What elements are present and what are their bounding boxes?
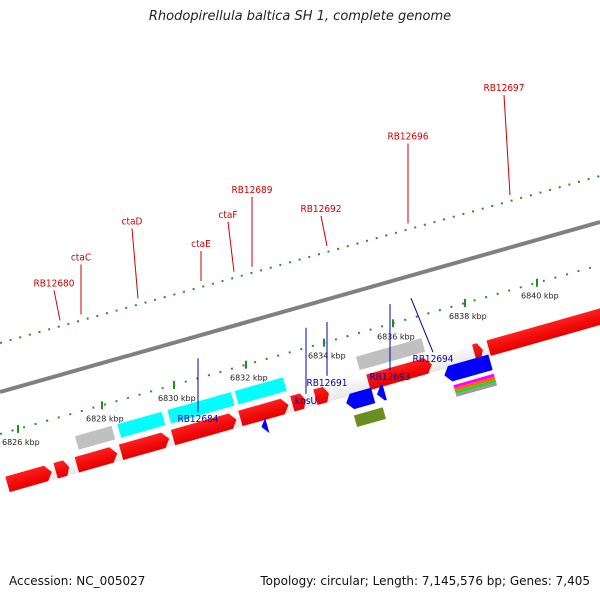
forward-secondary-track bbox=[74, 338, 426, 450]
gene-label[interactable]: RB12697 bbox=[483, 83, 524, 94]
gene-label[interactable]: ctaE bbox=[191, 239, 211, 250]
reverse-cds-track bbox=[259, 354, 498, 435]
reverse-cds-feature[interactable] bbox=[259, 417, 270, 435]
gene-label-leader bbox=[503, 95, 511, 196]
gene-label-leader bbox=[53, 290, 61, 321]
backbone-line bbox=[0, 220, 600, 394]
gene-label[interactable]: ctaD bbox=[122, 217, 143, 228]
reverse-cds-feature[interactable] bbox=[344, 387, 376, 411]
gene-label[interactable]: RB12692 bbox=[300, 204, 341, 215]
gene-label-leader bbox=[131, 228, 139, 299]
cds-feature[interactable] bbox=[74, 446, 120, 473]
scale-tick-label: 6832 kbp bbox=[230, 374, 268, 383]
gene-label[interactable]: RB12693 bbox=[369, 372, 410, 383]
reverse-cds-feature[interactable] bbox=[375, 384, 387, 403]
gene-label[interactable]: RB12694 bbox=[412, 354, 453, 365]
gene-label[interactable]: ctaC bbox=[71, 252, 91, 263]
gene-label-leader bbox=[227, 221, 235, 272]
gene-label[interactable]: RB12684 bbox=[177, 414, 218, 425]
gene-label[interactable]: RB12680 bbox=[33, 278, 74, 289]
cds-cyan-feature[interactable] bbox=[234, 377, 287, 405]
scale-tick-label: 6838 kbp bbox=[449, 312, 487, 321]
scale-tick-label: 6840 kbp bbox=[521, 292, 559, 301]
map-title: Rhodopirellula baltica SH 1, complete ge… bbox=[148, 9, 452, 24]
accession-text: Accession: NC_005027 bbox=[9, 574, 146, 588]
reverse-olive-feature[interactable] bbox=[353, 407, 386, 428]
cds-cyan-feature[interactable] bbox=[117, 411, 166, 438]
cds-feature[interactable] bbox=[53, 459, 71, 479]
gene-label[interactable]: ctaF bbox=[218, 210, 237, 221]
cds-grey-feature[interactable] bbox=[355, 338, 426, 371]
cds-feature[interactable] bbox=[486, 276, 600, 356]
scale-tick-label: 6828 kbp bbox=[86, 414, 124, 423]
cds-feature[interactable] bbox=[5, 464, 54, 493]
outer-tick-ring bbox=[0, 175, 600, 344]
scale-tick-label: 6830 kbp bbox=[158, 394, 196, 403]
gene-label[interactable]: RB12689 bbox=[231, 185, 272, 196]
multicolor-feature[interactable] bbox=[453, 373, 498, 397]
forward-gene-labels: RB12680 ctaC ctaD ctaE ctaF RB12689 RB12692 RB1… bbox=[33, 83, 525, 321]
gene-label[interactable]: RB12696 bbox=[387, 131, 428, 142]
reverse-cds-feature[interactable] bbox=[442, 354, 493, 383]
gene-label[interactable]: kpsU bbox=[295, 396, 317, 407]
gene-label-leader bbox=[410, 298, 434, 353]
topology-text: Topology: circular; Length: 7,145,576 bp… bbox=[260, 574, 590, 588]
cds-cyan-feature[interactable] bbox=[167, 392, 235, 424]
gene-label[interactable]: RB12691 bbox=[306, 378, 347, 389]
scale-tick-label: 6836 kbp bbox=[377, 332, 415, 341]
gene-label-leader bbox=[320, 215, 328, 247]
scale-tick-label: 6826 kbp bbox=[2, 438, 40, 447]
cds-grey-feature[interactable] bbox=[74, 425, 116, 450]
